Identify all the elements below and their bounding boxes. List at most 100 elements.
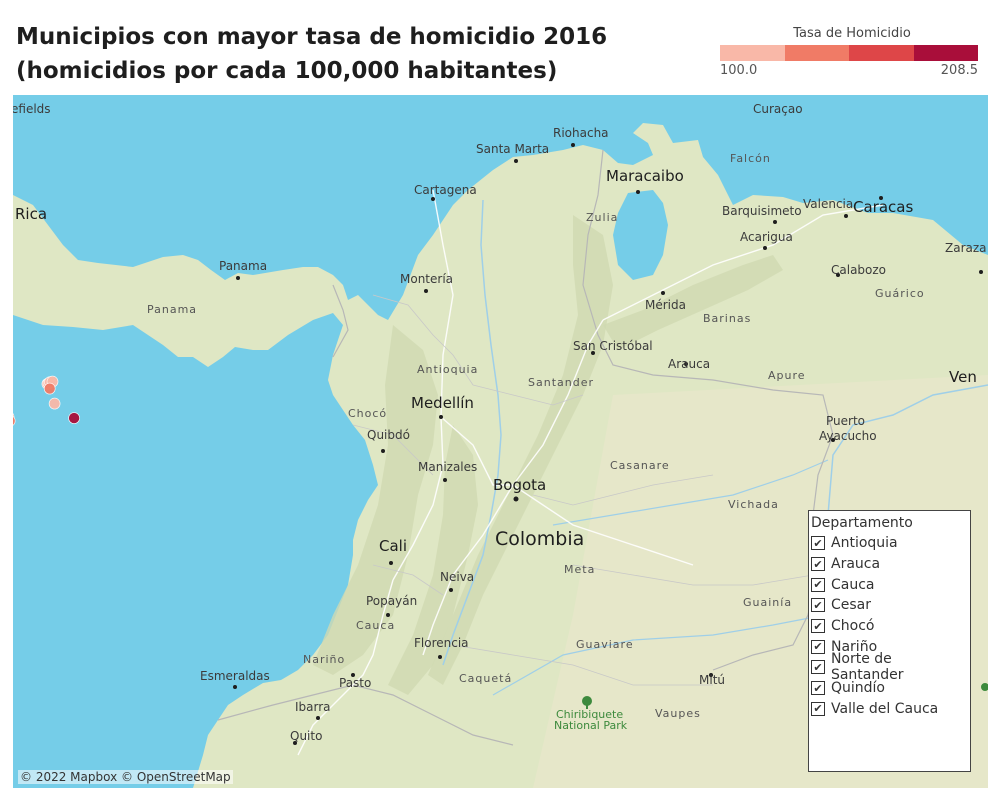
filter-item[interactable]: ✔ Cesar — [811, 595, 968, 616]
city-dot-manizales — [443, 478, 447, 482]
city-dot-mitu — [709, 673, 713, 677]
homicide-points[interactable] — [13, 375, 80, 529]
label-maracaibo: Maracaibo — [606, 167, 684, 185]
label-florencia: Florencia — [414, 636, 469, 650]
city-dot-valencia — [844, 214, 848, 218]
title-line-1: Municipios con mayor tasa de homicidio 2… — [16, 24, 608, 50]
city-dot-pasto — [351, 673, 355, 677]
filter-item[interactable]: ✔ Nariño — [811, 636, 968, 657]
label-puerto: Puerto — [826, 414, 865, 428]
municipality-point[interactable] — [43, 382, 56, 395]
city-dot-san-cristobal — [591, 351, 595, 355]
filter-item-label: Arauca — [831, 556, 881, 573]
label-narino: Nariño — [303, 653, 345, 666]
city-dot-santa-marta — [514, 159, 518, 163]
municipality-point[interactable] — [68, 412, 80, 424]
caribbean-sea — [13, 95, 988, 320]
filter-item-label: Cesar — [831, 597, 872, 614]
checkbox-icon[interactable]: ✔ — [811, 660, 825, 675]
city-markers — [233, 143, 983, 745]
map-labels: efields Curaçao Riohacha Santa Marta Mar… — [13, 102, 987, 743]
color-legend: Tasa de Homicidio 100.0 208.5 — [720, 26, 978, 78]
label-merida: Mérida — [645, 298, 686, 312]
checkbox-icon[interactable]: ✔ — [811, 577, 825, 592]
label-neiva: Neiva — [440, 570, 474, 584]
magdalena-river — [442, 199, 502, 666]
filter-item[interactable]: ✔ Quindío — [811, 678, 968, 699]
filter-title: Departamento — [811, 515, 913, 531]
city-dot-panama — [236, 276, 240, 280]
checkbox-icon[interactable]: ✔ — [811, 536, 825, 551]
city-dot-esmeraldas — [233, 685, 237, 689]
city-dot-popayan — [386, 613, 390, 617]
label-national-park: National Park — [554, 719, 628, 732]
municipality-point[interactable] — [48, 397, 61, 410]
andes-western — [313, 325, 438, 675]
label-curacao: Curaçao — [753, 102, 803, 116]
filter-item[interactable]: ✔ Antioquia — [811, 533, 968, 554]
city-dot-arauca — [684, 362, 688, 366]
label-riohacha: Riohacha — [553, 126, 609, 140]
filter-item-label: Cauca — [831, 576, 875, 593]
city-dot-ibarra — [316, 716, 320, 720]
legend-max-label: 208.5 — [940, 63, 978, 78]
municipality-point[interactable] — [13, 415, 16, 426]
label-mitu: Mitú — [699, 673, 725, 687]
legend-color-ramp — [720, 45, 978, 61]
pacific-ocean — [13, 313, 378, 788]
page-title: Municipios con mayor tasa de homicidio 2… — [16, 20, 607, 88]
label-meta: Meta — [564, 563, 595, 576]
filter-item[interactable]: ✔ Arauca — [811, 554, 968, 575]
filter-item[interactable]: ✔ Cauca — [811, 574, 968, 595]
department-filter[interactable]: Departamento ✔ Antioquia ✔ Arauca ✔ Cauca ✔ Ces… — [808, 510, 971, 772]
label-vaupes: Vaupes — [655, 707, 701, 720]
andes-merida — [603, 255, 783, 350]
filter-item[interactable]: ✔ Chocó — [811, 616, 968, 637]
city-dot-maracaibo — [636, 190, 640, 194]
filter-item-label: Chocó — [831, 618, 875, 635]
checkbox-icon[interactable]: ✔ — [811, 619, 825, 634]
checkbox-icon[interactable]: ✔ — [811, 639, 825, 654]
label-guaviare: Guaviare — [576, 638, 634, 651]
label-chiribiquete: Chiribiquete — [556, 708, 623, 721]
road-network — [297, 189, 884, 756]
filter-item[interactable]: ✔ Valle del Cauca — [811, 699, 968, 720]
map-attribution[interactable]: © 2022 Mapbox © OpenStreetMap — [18, 770, 233, 784]
label-monteria: Montería — [400, 272, 453, 286]
label-san-cristobal: San Cristóbal — [573, 339, 653, 353]
city-dot-medellin — [439, 415, 443, 419]
checkbox-icon[interactable]: ✔ — [811, 598, 825, 613]
checkbox-icon[interactable]: ✔ — [811, 701, 825, 716]
label-quibdo: Quibdó — [367, 428, 410, 442]
city-dot-monteria — [424, 289, 428, 293]
label-barquisimeto: Barquisimeto — [722, 204, 802, 218]
filter-item-label: Nariño — [831, 638, 878, 655]
filter-item[interactable]: ✔ Norte de Santander — [811, 651, 968, 683]
label-bogota: Bogota — [493, 476, 546, 494]
label-rica: Rica — [15, 205, 47, 223]
label-zaraza: Zaraza — [945, 241, 987, 255]
label-pasto: Pasto — [339, 676, 371, 690]
legend-swatch-2 — [784, 45, 849, 61]
border-colombia-panama — [332, 284, 349, 358]
map-view[interactable]: efields Curaçao Riohacha Santa Marta Mar… — [13, 95, 988, 788]
label-ibarra: Ibarra — [295, 700, 331, 714]
label-antioquia: Antioquia — [417, 363, 478, 376]
label-barinas: Barinas — [703, 312, 751, 325]
legend-swatch-3 — [849, 45, 914, 61]
label-guainia: Guainía — [743, 596, 792, 609]
city-dot-florencia — [438, 655, 442, 659]
label-manizales: Manizales — [418, 460, 477, 474]
checkbox-icon[interactable]: ✔ — [811, 557, 825, 572]
legend-swatch-4 — [913, 45, 978, 61]
label-fields: efields — [13, 102, 51, 116]
city-dot-cali — [389, 561, 393, 565]
legend-swatch-1 — [720, 45, 785, 61]
meta-river — [552, 459, 829, 526]
checkbox-icon[interactable]: ✔ — [811, 681, 825, 696]
label-ven: Ven — [949, 368, 977, 386]
andes-central — [388, 425, 478, 695]
label-vichada: Vichada — [728, 498, 779, 511]
city-dot-quibdo — [381, 449, 385, 453]
city-dot-cartagena — [431, 197, 435, 201]
